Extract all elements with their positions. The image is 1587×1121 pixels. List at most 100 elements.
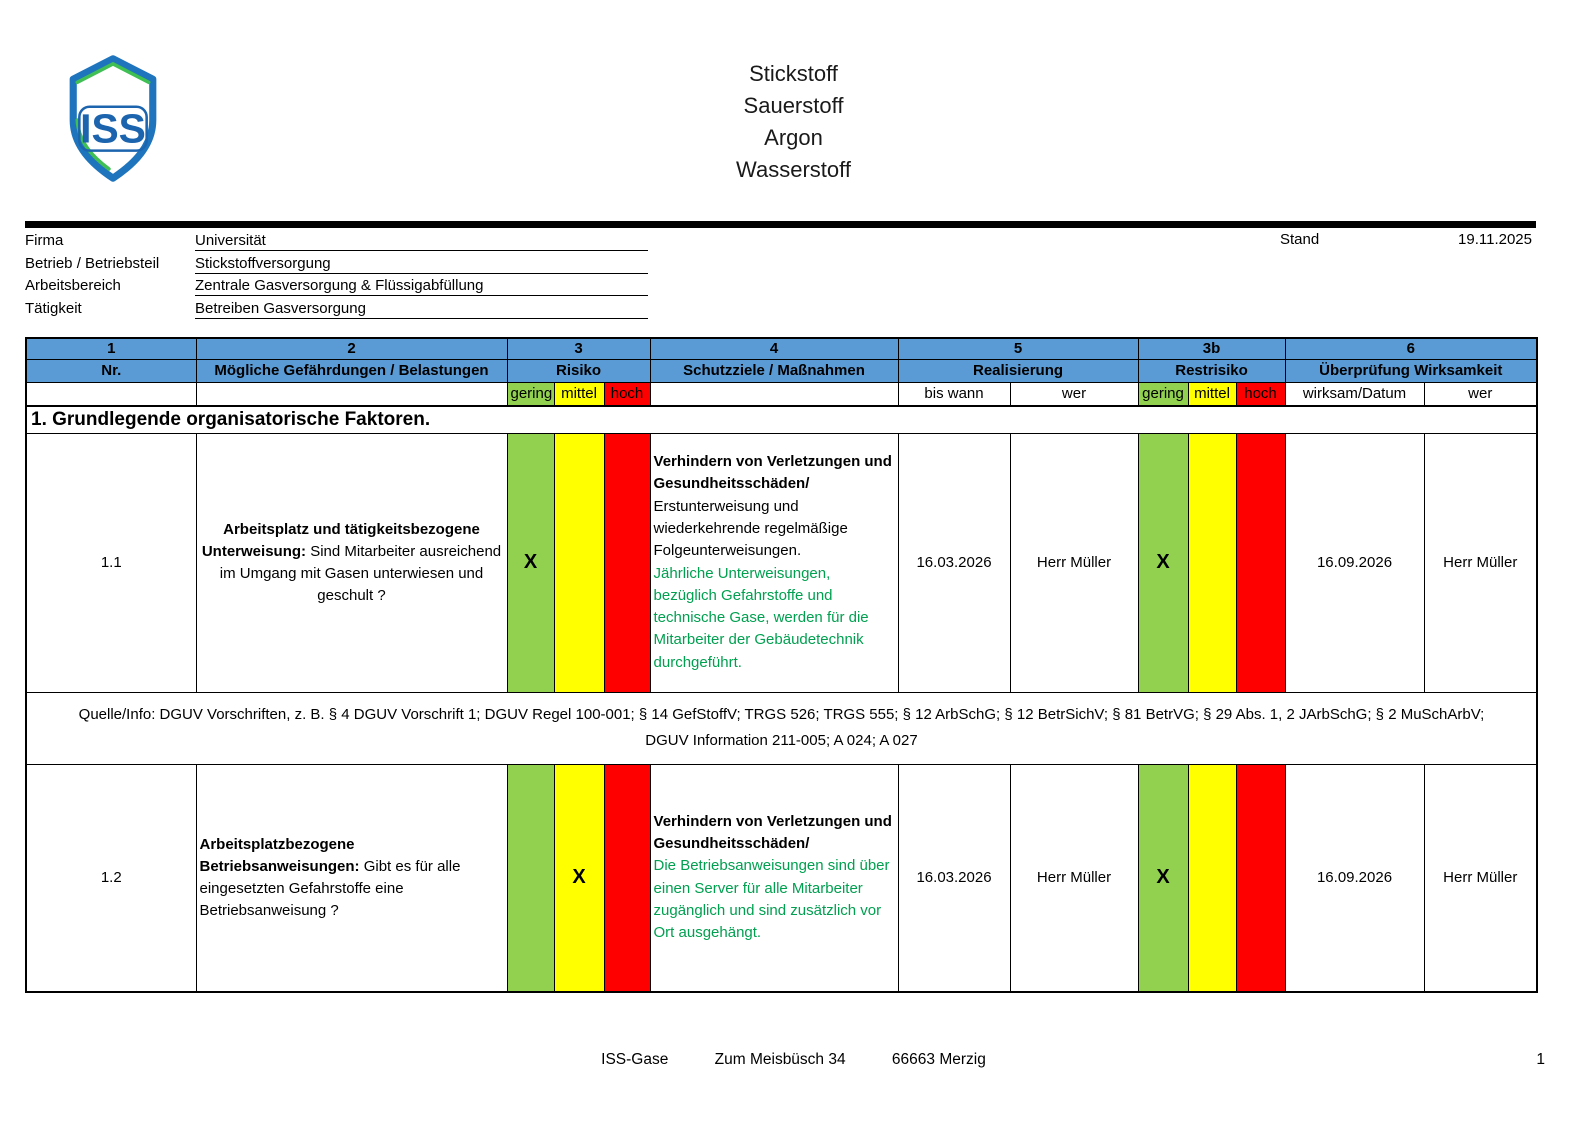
col-num-5: 5 — [897, 337, 1139, 360]
risiko-mittel-cell — [553, 432, 605, 693]
subhead-wer: wer — [1009, 381, 1139, 407]
schutzziele-cell: Verhindern von Verletzungen und Gesundhe… — [649, 432, 899, 693]
restrisiko-hoch-cell — [1235, 432, 1286, 693]
logo-text: ISS — [80, 105, 146, 151]
risiko-hoch-header: hoch — [603, 381, 651, 407]
risiko-gering-cell: X — [506, 432, 555, 693]
schutzziel-bold-text: Verhindern von Verletzungen und Gesundhe… — [653, 812, 892, 853]
schutzziel-bold-text: Verhindern von Verletzungen und Gesundhe… — [653, 453, 892, 493]
schutzziel-massnahme-text: Die Betriebsanweisungen sind über einen … — [653, 857, 890, 942]
col-num-2: 2 — [195, 337, 508, 360]
stand-row: Stand 19.11.2025 — [1280, 231, 1532, 248]
page-number: 1 — [1536, 1051, 1545, 1068]
gefaehrdung-bold-text: Arbeitsplatzbezogene Betriebsanweisungen… — [199, 835, 360, 875]
wer-cell: Herr Müller — [1009, 432, 1139, 693]
footer-city: 66663 Merzig — [891, 1051, 986, 1068]
col-header-nr: Nr. — [25, 358, 197, 383]
bis-wann-cell: 16.03.2026 — [897, 432, 1011, 693]
gefaehrdung-cell: Arbeitsplatzbezogene Betriebsanweisungen… — [195, 763, 508, 993]
subhead-nr-empty — [25, 381, 197, 407]
column-number-row: 1 2 3 4 5 3b 6 — [25, 337, 1538, 360]
arbeitsbereich-label: Arbeitsbereich — [25, 277, 121, 295]
restrisiko-hoch-cell — [1235, 763, 1286, 993]
document-title: Stickstoff Sauerstoff Argon Wasserstoff — [0, 58, 1587, 186]
subhead-wer2: wer — [1423, 381, 1538, 407]
schutzziel-text: Erstunterweisung und wiederkehrende rege… — [653, 497, 848, 560]
betrieb-label: Betrieb / Betriebsteil — [25, 254, 160, 272]
table-row-1-1: 1.1 Arbeitsplatz und tätigkeitsbezogene … — [25, 432, 1538, 693]
wirksam-wer-cell: Herr Müller — [1423, 432, 1538, 693]
bis-wann-cell: 16.03.2026 — [897, 763, 1011, 993]
col-num-3: 3 — [506, 337, 651, 360]
iss-logo: ISS — [62, 54, 164, 184]
risiko-mittel-cell: X — [553, 763, 605, 993]
title-line-3: Argon — [764, 125, 823, 150]
quelle-info-cell: Quelle/Info: DGUV Vorschriften, z. B. § … — [25, 691, 1538, 765]
arbeitsbereich-value: Zentrale Gasversorgung & Flüssigabfüllun… — [195, 277, 648, 297]
wirksam-datum-cell: 16.09.2026 — [1284, 763, 1425, 993]
gefaehrdung-text: Gibt es für alle eingesetzten Gefahrstof… — [199, 857, 461, 919]
page-footer: ISS-Gase Zum Meisbüsch 34 66663 Merzig — [0, 1051, 1587, 1069]
section-header-row: 1. Grundlegende organisatorische Faktore… — [25, 405, 1538, 434]
risiko-gering-cell — [506, 763, 555, 993]
stand-date: 19.11.2025 — [1458, 231, 1532, 248]
wirksam-wer-cell: Herr Müller — [1423, 763, 1538, 993]
title-line-1: Stickstoff — [749, 61, 838, 86]
meta-row-betrieb: Betrieb / Betriebsteil Stickstoffversorg… — [25, 251, 655, 274]
subhead-gef-empty — [195, 381, 508, 407]
firma-value: Universität — [195, 232, 648, 252]
stand-label: Stand — [1280, 231, 1320, 248]
restrisiko-mittel-cell — [1187, 432, 1237, 693]
quelle-info-row: Quelle/Info: DGUV Vorschriften, z. B. § … — [25, 691, 1538, 765]
col-header-risiko: Risiko — [506, 358, 651, 383]
col-num-1: 1 — [25, 337, 197, 360]
col-header-ueberpruefung: Überprüfung Wirksamkeit — [1284, 358, 1538, 383]
title-line-2: Sauerstoff — [743, 93, 844, 118]
row-number: 1.1 — [25, 432, 197, 693]
risiko-gering-header: gering — [506, 381, 555, 407]
shield-icon: ISS — [69, 55, 157, 182]
gefaehrdung-text: Sind Mitarbeiter ausreichend im Umgang m… — [219, 542, 502, 604]
column-name-row: Nr. Mögliche Gefährdungen / Belastungen … — [25, 358, 1538, 383]
footer-company: ISS-Gase — [601, 1051, 669, 1068]
title-line-4: Wasserstoff — [736, 157, 851, 182]
meta-info: Firma Universität Betrieb / Betriebsteil… — [25, 229, 655, 319]
firma-label: Firma — [25, 232, 64, 250]
col-header-gefaehrdungen: Mögliche Gefährdungen / Belastungen — [195, 358, 508, 383]
restrisiko-gering-header: gering — [1137, 381, 1189, 407]
col-num-3b: 3b — [1137, 337, 1286, 360]
col-header-realisierung: Realisierung — [897, 358, 1139, 383]
restrisiko-gering-cell: X — [1137, 432, 1189, 693]
gefaehrdung-cell: Arbeitsplatz und tätigkeitsbezogene Unte… — [195, 432, 508, 693]
restrisiko-hoch-header: hoch — [1235, 381, 1286, 407]
header-divider-bar — [25, 221, 1536, 228]
gefaehrdung-bold-text: Arbeitsplatz und tätigkeitsbezogene Unte… — [201, 520, 480, 560]
col-header-schutzziele: Schutzziele / Maßnahmen — [649, 358, 899, 383]
subhead-bis-wann: bis wann — [897, 381, 1011, 407]
sub-header-row: gering mittel hoch bis wann wer gering m… — [25, 381, 1538, 407]
quelle-line-2: DGUV Information 211-005; A 024; A 027 — [645, 732, 918, 749]
col-num-4: 4 — [649, 337, 899, 360]
taetigkeit-label: Tätigkeit — [25, 299, 82, 317]
taetigkeit-value: Betreiben Gasversorgung — [195, 300, 648, 319]
meta-row-taetigkeit: Tätigkeit Betreiben Gasversorgung — [25, 296, 655, 319]
footer-street: Zum Meisbüsch 34 — [714, 1051, 846, 1068]
col-num-6: 6 — [1284, 337, 1538, 360]
restrisiko-mittel-header: mittel — [1187, 381, 1237, 407]
risiko-hoch-cell — [603, 763, 651, 993]
wer-cell: Herr Müller — [1009, 763, 1139, 993]
risiko-hoch-cell — [603, 432, 651, 693]
schutzziele-cell: Verhindern von Verletzungen und Gesundhe… — [649, 763, 899, 993]
subhead-wirksam-datum: wirksam/Datum — [1284, 381, 1425, 407]
meta-row-arbeitsbereich: Arbeitsbereich Zentrale Gasversorgung & … — [25, 274, 655, 297]
restrisiko-gering-cell: X — [1137, 763, 1189, 993]
section-title: 1. Grundlegende organisatorische Faktore… — [25, 405, 1538, 434]
wirksam-datum-cell: 16.09.2026 — [1284, 432, 1425, 693]
subhead-schutz-empty — [649, 381, 899, 407]
restrisiko-mittel-cell — [1187, 763, 1237, 993]
schutzziel-massnahme-text: Jährliche Unterweisungen, bezüglich Gefa… — [653, 564, 869, 671]
risiko-mittel-header: mittel — [553, 381, 605, 407]
meta-row-firma: Firma Universität — [25, 229, 655, 252]
betrieb-value: Stickstoffversorgung — [195, 255, 648, 274]
